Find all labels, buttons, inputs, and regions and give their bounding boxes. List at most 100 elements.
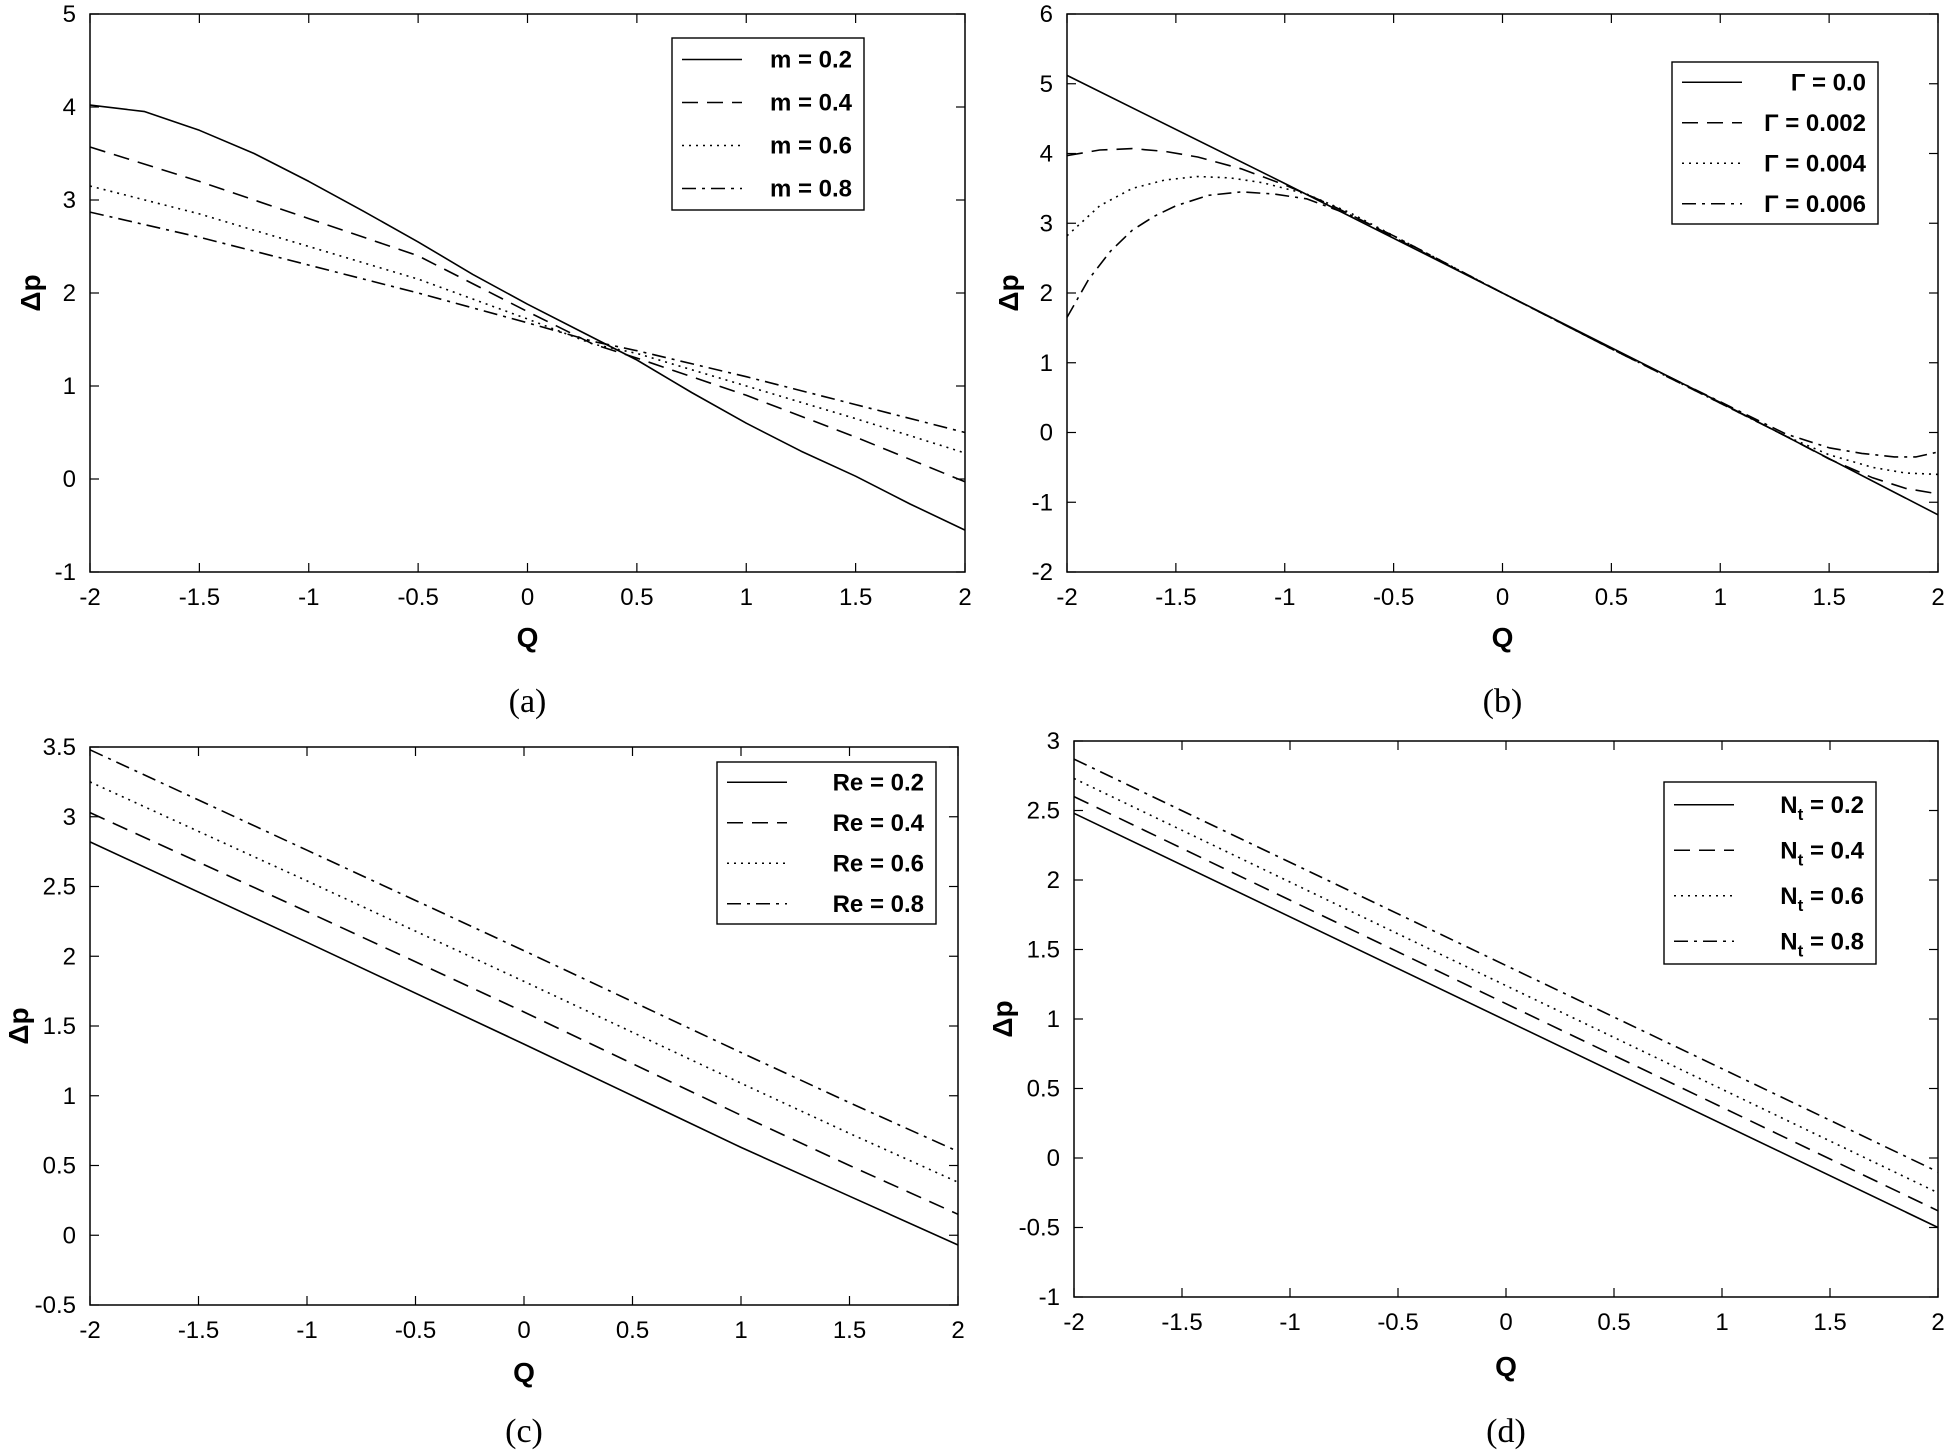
series-line-4	[89, 211, 966, 434]
y-tick-label: 0	[1047, 1145, 1060, 1172]
x-tick-label: 0	[517, 1317, 530, 1344]
x-tick-label: 1	[740, 584, 753, 611]
x-tick-label: -0.5	[395, 1317, 436, 1344]
x-tick-label: 1.5	[839, 584, 872, 611]
x-tick-label: -2	[79, 1317, 100, 1344]
x-tick-label: 1.5	[1813, 1309, 1846, 1336]
x-tick-label: 2	[1931, 1309, 1944, 1336]
legend-label: Nt = 0.8	[1780, 928, 1864, 960]
legend-label: Γ = 0.002	[1764, 110, 1866, 137]
series-line-2	[89, 811, 959, 1216]
y-tick-label: -1	[55, 559, 76, 586]
series-line-1	[89, 841, 959, 1246]
y-tick-label: 2	[63, 943, 76, 970]
y-tick-label: 1	[1047, 1006, 1060, 1033]
panel-caption: (d)	[1486, 1413, 1526, 1450]
x-axis-label: Q	[517, 622, 539, 653]
x-tick-label: 0.5	[1595, 584, 1628, 611]
x-tick-label: 0	[1496, 584, 1509, 611]
y-tick-label: -0.5	[35, 1292, 76, 1319]
legend-box	[716, 761, 937, 925]
x-tick-label: 1.5	[1812, 584, 1845, 611]
chart-panel-d: -2 -1.5 -1 -0.5 0 0.5 1 1.5 2 -1 -0.5 0 0.5 1 1.5 2 2.5 3…	[987, 728, 1945, 1450]
x-tick-label: 1	[1714, 584, 1727, 611]
x-tick-label: -0.5	[1377, 1309, 1418, 1336]
chart-panel-b: -2 -1.5 -1 -0.5 0 0.5 1 1.5 2 -2 -1 0 1 2 3 4 5 6 Q Δp (b) Γ …	[993, 1, 1945, 720]
y-tick-label: 2	[1040, 280, 1053, 307]
y-tick-label: 1	[63, 1083, 76, 1110]
x-tick-label: -1.5	[1161, 1309, 1202, 1336]
y-tick-label: 5	[1040, 71, 1053, 98]
y-tick-label: -1	[1039, 1284, 1060, 1311]
x-axis-label: Q	[1495, 1351, 1517, 1382]
legend-label: Nt = 0.6	[1780, 883, 1864, 915]
y-axis-label: Δp	[993, 274, 1024, 311]
legend-label: Nt = 0.2	[1780, 792, 1864, 824]
x-tick-label: 2	[958, 584, 971, 611]
y-tick-label: 2	[1047, 867, 1060, 894]
y-tick-label: 3	[1047, 728, 1060, 755]
x-tick-label: -1	[1274, 584, 1295, 611]
y-tick-label: 2.5	[43, 874, 76, 901]
legend-label: Re = 0.2	[833, 769, 924, 796]
x-tick-label: -1.5	[179, 584, 220, 611]
legend: Re = 0.2 Re = 0.4 Re = 0.6 Re = 0.8	[716, 761, 937, 925]
legend-label: m = 0.6	[770, 133, 852, 160]
series-line-4	[1066, 191, 1939, 458]
panel-caption: (c)	[505, 1413, 543, 1450]
series-line-2	[1073, 795, 1939, 1212]
legend: m = 0.2 m = 0.4 m = 0.6 m = 0.8	[671, 37, 865, 211]
legend-box	[1671, 61, 1879, 225]
x-tick-label: 0.5	[620, 584, 653, 611]
legend-label: Re = 0.6	[833, 850, 924, 877]
legend: Nt = 0.2 Nt = 0.4 Nt = 0.6 Nt = 0.8	[1663, 781, 1877, 965]
legend-label: Γ = 0.006	[1764, 191, 1866, 218]
x-tick-label: 0.5	[1597, 1309, 1630, 1336]
x-tick-label: 1.5	[833, 1317, 866, 1344]
y-tick-label: 0.5	[43, 1153, 76, 1180]
y-tick-label: -2	[1032, 559, 1053, 586]
series-line-2	[1066, 147, 1939, 495]
x-tick-label: 2	[951, 1317, 964, 1344]
x-tick-label: -1.5	[178, 1317, 219, 1344]
series-line-3	[1073, 777, 1939, 1194]
series-line-3	[89, 185, 966, 454]
y-axis-label: Δp	[15, 274, 46, 311]
series-line-1	[1073, 812, 1939, 1229]
legend-box	[1663, 781, 1877, 965]
series-line-3	[1066, 175, 1939, 476]
y-tick-label: 5	[63, 1, 76, 28]
y-tick-label: 2	[63, 280, 76, 307]
y-tick-label: 0	[63, 1222, 76, 1249]
x-tick-label: 0	[1499, 1309, 1512, 1336]
y-tick-label: 0	[1040, 420, 1053, 447]
legend-label: Re = 0.4	[833, 810, 925, 837]
x-tick-label: 2	[1931, 584, 1944, 611]
y-tick-label: 3	[63, 804, 76, 831]
y-tick-label: 1	[63, 373, 76, 400]
x-tick-label: -0.5	[397, 584, 438, 611]
legend-label: m = 0.2	[770, 47, 852, 74]
y-tick-label: 3	[1040, 210, 1053, 237]
x-tick-label: 1	[1715, 1309, 1728, 1336]
y-tick-label: 3	[63, 187, 76, 214]
legend-label: Γ = 0.0	[1791, 69, 1866, 96]
y-axis-label: Δp	[987, 1000, 1018, 1037]
legend-label: m = 0.4	[770, 90, 853, 117]
y-tick-label: 1.5	[43, 1013, 76, 1040]
x-tick-label: 0	[521, 584, 534, 611]
x-tick-label: -0.5	[1373, 584, 1414, 611]
y-tick-label: 0.5	[1027, 1076, 1060, 1103]
legend: Γ = 0.0 Γ = 0.002 Γ = 0.004 Γ = 0.006	[1671, 61, 1879, 225]
x-axis-label: Q	[513, 1357, 535, 1388]
x-axis-label: Q	[1492, 622, 1514, 653]
series-line-2	[89, 146, 966, 483]
chart-panel-a: -2 -1.5 -1 -0.5 0 0.5 1 1.5 2 -1 0 1 2 3 4 5 Q Δp (a) m = 0…	[15, 1, 972, 720]
x-tick-label: -1	[296, 1317, 317, 1344]
legend-box	[671, 37, 865, 211]
y-axis-label: Δp	[3, 1007, 34, 1044]
legend-label: Re = 0.8	[833, 891, 924, 918]
x-tick-label: -1	[1279, 1309, 1300, 1336]
y-tick-label: 3.5	[43, 734, 76, 761]
